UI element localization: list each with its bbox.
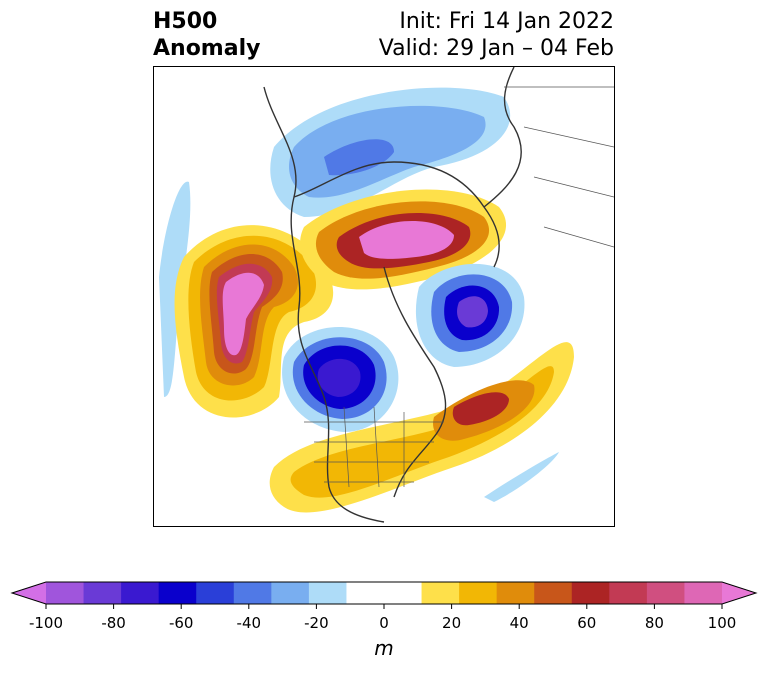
colorbar-unit: m <box>374 636 394 660</box>
colorbar-segment <box>609 582 648 604</box>
colorbar-segment <box>46 582 85 604</box>
colorbar-segment <box>384 582 423 604</box>
western-north-america-trough <box>282 327 399 432</box>
colorbar-tick-label: -40 <box>236 614 262 632</box>
colorbar-segment <box>121 582 160 604</box>
colorbar-segment <box>571 582 610 604</box>
arctic-europe-ridge <box>300 189 507 290</box>
date-info: Init: Fri 14 Jan 2022 Valid: 29 Jan – 04… <box>378 9 614 61</box>
siberia-trough <box>415 263 525 367</box>
colorbar-segment <box>308 582 347 604</box>
colorbar <box>10 581 758 609</box>
colorbar-tick-label: -60 <box>168 614 194 632</box>
colorbar-tick-label: 20 <box>442 614 462 632</box>
anomaly-map <box>153 66 615 527</box>
eurasia-north-trough <box>270 87 511 218</box>
colorbar-segment <box>346 582 385 604</box>
colorbar-segment <box>421 582 460 604</box>
colorbar-tick-label: 100 <box>707 614 737 632</box>
colorbar-tick-label: 0 <box>379 614 389 632</box>
coastlines <box>263 67 522 523</box>
colorbar-tick-label: 80 <box>644 614 664 632</box>
colorbar-segment <box>534 582 573 604</box>
colorbar-segment <box>684 582 723 604</box>
colorbar-segment <box>496 582 535 604</box>
colorbar-segment <box>158 582 197 604</box>
north-atlantic-ridge <box>269 342 574 513</box>
north-pacific-ridge <box>174 225 334 418</box>
borders <box>304 86 614 488</box>
colorbar-extend-low <box>12 582 46 604</box>
colorbar-tick-label: 40 <box>509 614 529 632</box>
colorbar-extend-high <box>722 582 756 604</box>
colorbar-segment <box>271 582 310 604</box>
colorbar-segment <box>196 582 235 604</box>
colorbar-segment <box>459 582 498 604</box>
colorbar-tick-label: -20 <box>304 614 329 632</box>
colorbar-segment <box>646 582 685 604</box>
colorbar-segment <box>233 582 272 604</box>
colorbar-tick-label: -100 <box>28 614 64 632</box>
map-title: H500 Anomaly <box>153 9 261 61</box>
colorbar-tick-label: -80 <box>101 614 126 632</box>
colorbar-tick-label: 60 <box>577 614 597 632</box>
colorbar-segment <box>83 582 122 604</box>
